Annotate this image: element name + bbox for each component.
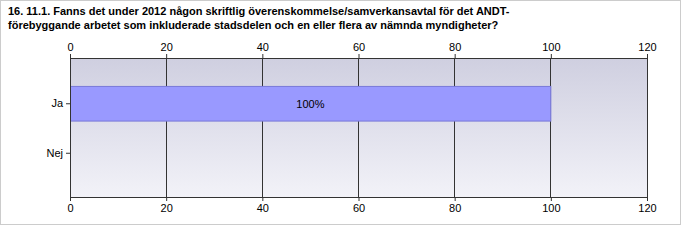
grid-line [262, 58, 263, 197]
x-axis-bottom: 0 20 40 60 80 100 120 [67, 197, 656, 214]
tick: 0 [67, 197, 73, 214]
grid [70, 58, 647, 197]
tick-mark [66, 103, 70, 104]
tick: 20 [161, 41, 173, 58]
chart: 16. 11.1. Fanns det under 2012 någon skr… [0, 0, 681, 225]
tick-mark [262, 197, 263, 201]
tick-mark [551, 54, 552, 58]
data-labels: 100% [296, 98, 324, 110]
y-axis: Ja Nej [46, 80, 70, 179]
frame [1, 1, 681, 225]
tick: Ja [51, 97, 70, 109]
tick-mark [455, 197, 456, 201]
tick-label: 60 [353, 202, 365, 214]
tick-label: 80 [449, 41, 461, 53]
axis-line [71, 54, 648, 59]
tick: 40 [257, 41, 269, 58]
tick-label: 40 [257, 202, 269, 214]
tick-label: 80 [449, 202, 461, 214]
tick-label: 60 [353, 41, 365, 53]
tick-label: 120 [638, 41, 656, 53]
tick-label: 100 [542, 41, 560, 53]
tick-label: 20 [161, 41, 173, 53]
tick-mark [647, 54, 648, 58]
x-axis-top: 0 20 40 60 80 100 120 [67, 41, 656, 59]
tick-mark [70, 54, 71, 58]
tick-mark [166, 54, 167, 58]
axis-line [70, 80, 71, 179]
tick-label: 120 [638, 202, 656, 214]
grid-line [647, 58, 648, 197]
tick-label: Ja [51, 97, 64, 109]
title-line: 16. 11.1. Fanns det under 2012 någon skr… [8, 5, 510, 17]
bars [70, 86, 551, 121]
grid-line [70, 58, 71, 197]
grid-line [358, 58, 359, 197]
tick: 40 [257, 197, 269, 214]
data-label: 100% [296, 98, 324, 110]
tick-label: 100 [542, 202, 560, 214]
tick: 60 [353, 41, 365, 58]
plot-area [70, 58, 647, 197]
tick: 100 [542, 197, 560, 214]
tick-label: 20 [161, 202, 173, 214]
tick-mark [262, 54, 263, 58]
grid-line [550, 58, 551, 197]
axis-line [71, 198, 648, 202]
tick: 60 [353, 197, 365, 214]
grid-line [166, 58, 167, 197]
tick-mark [455, 54, 456, 58]
tick-mark [166, 197, 167, 201]
tick: Nej [46, 147, 70, 159]
tick-mark [359, 54, 360, 58]
tick-mark [551, 197, 552, 201]
tick: 20 [161, 197, 173, 214]
tick-label: 40 [257, 41, 269, 53]
tick: 80 [449, 41, 461, 58]
tick-label: Nej [46, 147, 63, 159]
grid-line [454, 58, 455, 197]
tick-label: 0 [67, 202, 73, 214]
tick: 120 [638, 197, 656, 214]
tick-mark [647, 197, 648, 201]
tick: 0 [67, 41, 73, 58]
tick-label: 0 [67, 41, 73, 53]
tick-mark [359, 197, 360, 201]
tick: 120 [638, 41, 656, 58]
tick-mark [66, 153, 70, 154]
tick: 80 [449, 197, 461, 214]
tick: 100 [542, 41, 560, 58]
title: 16. 11.1. Fanns det under 2012 någon skr… [8, 5, 510, 31]
title-line: förebyggande arbetet som inkluderade sta… [8, 19, 499, 31]
tick-mark [70, 197, 71, 201]
bar [70, 86, 551, 121]
